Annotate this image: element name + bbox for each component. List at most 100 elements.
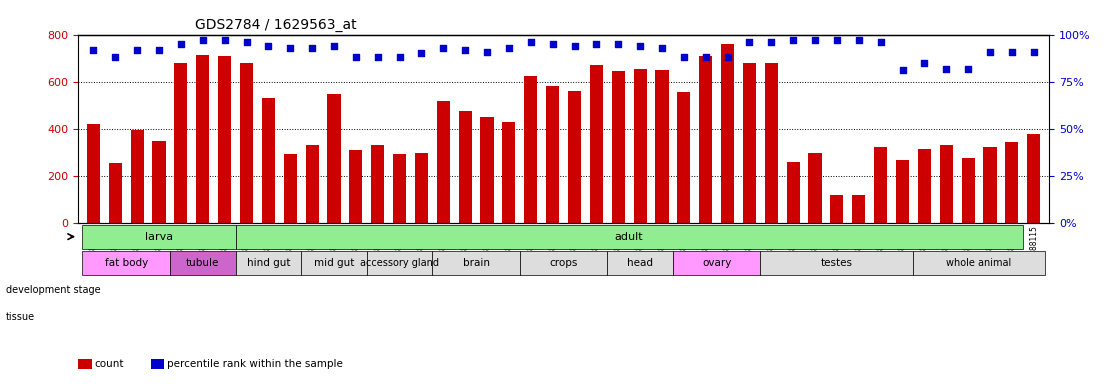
FancyBboxPatch shape [235, 251, 301, 275]
Bar [436, 101, 450, 223]
Bar [677, 93, 691, 223]
FancyBboxPatch shape [83, 225, 235, 248]
Point [675, 54, 693, 60]
Bar [481, 117, 493, 223]
Text: mid gut: mid gut [314, 258, 354, 268]
Text: testes: testes [821, 258, 853, 268]
Bar [853, 195, 865, 223]
Point [391, 54, 408, 60]
Point [741, 39, 759, 45]
Point [543, 41, 561, 47]
Bar [283, 154, 297, 223]
Point [696, 54, 714, 60]
Point [215, 37, 233, 43]
Bar [415, 152, 429, 223]
Point [828, 37, 846, 43]
Bar [459, 111, 472, 223]
Text: whole animal: whole animal [946, 258, 1012, 268]
FancyBboxPatch shape [520, 251, 607, 275]
Bar [262, 98, 275, 223]
Point [1003, 48, 1021, 55]
Bar [962, 159, 974, 223]
Bar [764, 63, 778, 223]
Bar [393, 154, 406, 223]
Point [238, 39, 256, 45]
Point [304, 45, 321, 51]
Point [719, 54, 737, 60]
Text: brain: brain [463, 258, 490, 268]
Point [106, 54, 124, 60]
Point [259, 43, 277, 49]
Text: development stage: development stage [6, 285, 100, 295]
Bar [546, 86, 559, 223]
Point [456, 46, 474, 53]
Point [522, 39, 540, 45]
Point [500, 45, 518, 51]
Point [434, 45, 452, 51]
Point [413, 50, 431, 56]
Point [609, 41, 627, 47]
FancyBboxPatch shape [673, 251, 760, 275]
FancyBboxPatch shape [914, 251, 1045, 275]
FancyBboxPatch shape [83, 251, 170, 275]
Bar [131, 130, 144, 223]
Point [806, 37, 824, 43]
Point [85, 46, 103, 53]
Bar [940, 146, 953, 223]
Point [959, 66, 976, 72]
Point [937, 66, 955, 72]
Bar [87, 124, 100, 223]
Bar [327, 94, 340, 223]
Point [653, 45, 671, 51]
Bar [917, 149, 931, 223]
Bar [743, 63, 756, 223]
FancyBboxPatch shape [760, 251, 914, 275]
Text: fat body: fat body [105, 258, 147, 268]
Bar [349, 150, 363, 223]
Text: head: head [627, 258, 653, 268]
FancyBboxPatch shape [607, 251, 673, 275]
Point [566, 43, 584, 49]
Bar [896, 160, 910, 223]
Point [1024, 48, 1042, 55]
Bar [655, 70, 668, 223]
Point [347, 54, 365, 60]
Bar [612, 71, 625, 223]
Text: crops: crops [549, 258, 578, 268]
Text: percentile rank within the sample: percentile rank within the sample [167, 359, 344, 369]
Point [325, 43, 343, 49]
Bar [699, 56, 712, 223]
Point [281, 45, 299, 51]
Bar [196, 55, 210, 223]
Bar [1006, 142, 1019, 223]
FancyBboxPatch shape [367, 251, 432, 275]
Bar [568, 91, 581, 223]
Bar [240, 63, 253, 223]
Point [632, 43, 650, 49]
Text: accessory gland: accessory gland [360, 258, 439, 268]
Text: larva: larva [145, 232, 173, 242]
Bar [721, 44, 734, 223]
Bar [1027, 134, 1040, 223]
Bar [306, 146, 319, 223]
Bar [808, 153, 821, 223]
Bar [174, 63, 187, 223]
Point [850, 37, 868, 43]
Bar [502, 122, 516, 223]
Bar [830, 195, 844, 223]
Point [368, 54, 386, 60]
Text: ovary: ovary [702, 258, 731, 268]
Point [762, 39, 780, 45]
Point [915, 60, 933, 66]
FancyBboxPatch shape [170, 251, 235, 275]
FancyBboxPatch shape [235, 225, 1022, 248]
Text: count: count [95, 359, 124, 369]
Point [478, 48, 496, 55]
Point [894, 67, 912, 73]
Text: tubule: tubule [186, 258, 220, 268]
Point [872, 39, 889, 45]
Point [172, 41, 190, 47]
FancyBboxPatch shape [301, 251, 367, 275]
Text: hind gut: hind gut [247, 258, 290, 268]
Bar [590, 65, 603, 223]
